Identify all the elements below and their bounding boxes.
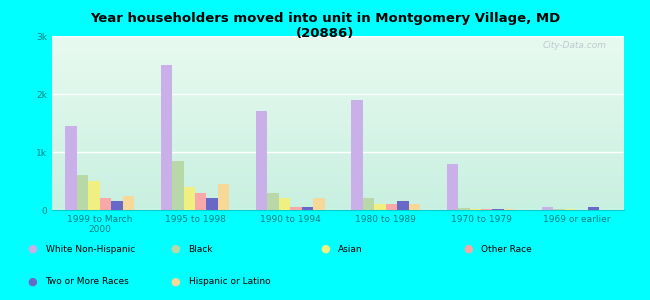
Text: Black: Black — [188, 244, 213, 253]
Text: Two or More Races: Two or More Races — [46, 278, 129, 286]
Bar — [469, 209, 481, 210]
Bar — [374, 204, 385, 210]
Bar — [123, 196, 134, 210]
Bar — [279, 198, 291, 210]
Bar — [542, 207, 553, 210]
Bar — [493, 209, 504, 210]
Bar — [504, 209, 515, 210]
Bar — [66, 126, 77, 210]
Bar — [553, 209, 565, 210]
Text: Other Race: Other Race — [481, 244, 532, 253]
Bar — [588, 207, 599, 210]
Bar — [218, 184, 229, 210]
Text: White Non-Hispanic: White Non-Hispanic — [46, 244, 135, 253]
Text: ●: ● — [170, 277, 181, 287]
Bar — [565, 209, 577, 210]
Bar — [172, 161, 183, 210]
Bar — [161, 65, 172, 210]
Bar — [302, 207, 313, 210]
Bar — [409, 204, 420, 210]
Bar — [77, 175, 88, 210]
Bar — [458, 208, 469, 210]
Bar — [195, 193, 207, 210]
Bar — [447, 164, 458, 210]
Text: ●: ● — [320, 244, 330, 254]
Bar — [385, 204, 397, 210]
Bar — [267, 193, 279, 210]
Text: ●: ● — [27, 244, 38, 254]
Text: Asian: Asian — [338, 244, 363, 253]
Text: ●: ● — [27, 277, 38, 287]
Bar — [397, 201, 409, 210]
Bar — [183, 187, 195, 210]
Bar — [88, 181, 99, 210]
Bar — [111, 201, 123, 210]
Bar — [363, 198, 374, 210]
Bar — [313, 198, 324, 210]
Text: ●: ● — [463, 244, 473, 254]
Text: ●: ● — [170, 244, 181, 254]
Bar — [481, 209, 493, 210]
Bar — [207, 198, 218, 210]
Bar — [352, 100, 363, 210]
Text: City-Data.com: City-Data.com — [543, 41, 607, 50]
Bar — [99, 198, 111, 210]
Bar — [291, 207, 302, 210]
Text: Year householders moved into unit in Montgomery Village, MD
(20886): Year householders moved into unit in Mon… — [90, 12, 560, 40]
Bar — [256, 111, 267, 210]
Text: Hispanic or Latino: Hispanic or Latino — [188, 278, 270, 286]
